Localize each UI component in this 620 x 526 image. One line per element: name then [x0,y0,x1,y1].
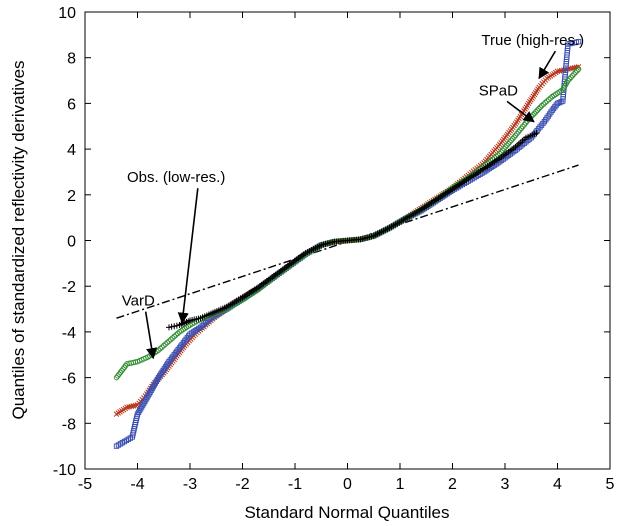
annotation-label: VarD [122,293,155,310]
data-point [534,107,541,114]
annotation-label: Obs. (low-res.) [127,169,225,186]
data-series [113,39,582,449]
x-tick-label: -5 [78,476,92,493]
data-point [171,323,178,330]
data-point [499,147,506,154]
annotation-arrow [538,50,557,80]
data-point [168,323,175,330]
x-tick-label: -4 [130,476,144,493]
y-axis-title: Quantiles of standardized reflectivity d… [9,60,28,419]
data-point [565,77,571,84]
data-point [511,134,517,140]
data-point [574,68,580,74]
data-point [536,105,542,112]
annotation-arrow [144,311,158,360]
annotation-arrow [177,188,199,324]
data-point [504,142,510,149]
annotation-label: SPaD [479,82,518,99]
annotations: True (high-res.) SPaD Obs. (low-res.) VarD [122,32,584,360]
x-tick-label: 1 [396,476,405,493]
data-point [533,130,540,137]
x-axis-title: Standard Normal Quantiles [244,503,449,522]
annotation-label: True (high-res.) [481,32,584,49]
data-point [509,135,516,142]
data-point [502,144,509,150]
x-tick-label: 0 [343,476,352,493]
x-tick-label: 3 [501,476,510,493]
data-point [575,39,582,45]
y-tick-label: -6 [62,371,76,388]
data-point [505,140,512,147]
y-tick-label: -8 [62,416,76,433]
annotation-arrow [506,100,535,123]
y-tick-label: 10 [58,5,76,22]
x-tick-label: -1 [288,476,302,493]
data-point [569,72,576,79]
data-point [173,322,180,329]
y-tick-label: 0 [67,234,76,251]
series-3 [166,130,540,331]
x-tick-label: 5 [606,476,615,493]
y-tick-label: -10 [53,462,76,479]
data-point [501,145,507,152]
data-point [566,76,573,82]
y-tick-label: -2 [62,279,76,296]
x-tick-label: 4 [553,476,562,493]
data-point [186,333,192,339]
y-tick-label: 8 [67,51,76,68]
x-tick-label: -3 [183,476,197,493]
data-point [537,104,544,110]
data-point [508,137,514,144]
data-point [571,71,577,77]
data-point [572,69,579,76]
y-tick-label: 6 [67,96,76,113]
data-point [575,66,582,72]
data-point [568,74,574,81]
data-point [166,324,172,331]
y-tick-label: -4 [62,325,76,342]
y-tick-label: 4 [67,142,76,159]
x-tick-label: 2 [448,476,457,493]
y-tick-label: 2 [67,188,76,205]
data-point [507,139,513,145]
x-tick-label: -2 [235,476,249,493]
